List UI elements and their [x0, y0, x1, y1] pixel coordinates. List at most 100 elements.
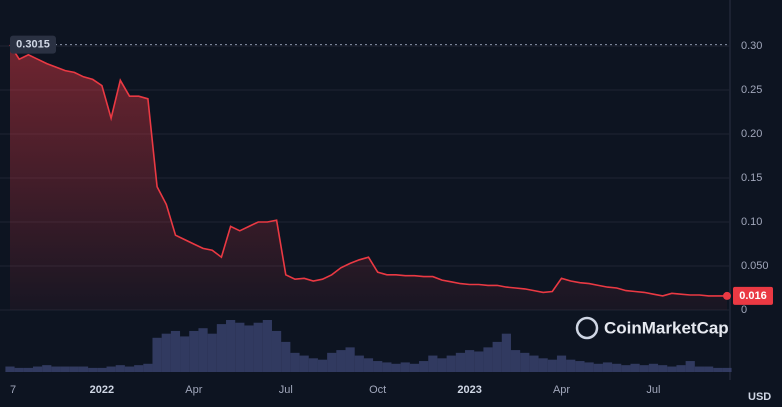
- volume-bar: [630, 363, 640, 372]
- volume-bar: [354, 355, 364, 372]
- volume-bar: [299, 355, 309, 372]
- volume-bar: [281, 341, 291, 372]
- volume-bar: [5, 366, 15, 372]
- volume-bar: [520, 352, 530, 372]
- price-label-box: [733, 286, 773, 305]
- y-tick-label: 0.20: [741, 128, 762, 140]
- volume-bar: [510, 350, 521, 372]
- volume-bar: [566, 359, 576, 372]
- volume-bar: [409, 363, 420, 372]
- y-tick-label: 0: [741, 304, 747, 316]
- x-tick-label: Apr: [553, 384, 570, 396]
- volume-bar: [51, 366, 61, 372]
- volume-bar: [547, 359, 557, 372]
- volume-bar: [465, 350, 475, 372]
- volume-bar: [115, 365, 125, 372]
- volume-bar: [317, 359, 328, 372]
- volume-bar: [713, 367, 723, 372]
- volume-bar: [639, 365, 649, 372]
- volume-bar: [722, 367, 732, 372]
- volume-bar: [602, 362, 613, 372]
- price-label: 0.016: [739, 290, 767, 302]
- volume-bar: [235, 322, 245, 372]
- volume-bar: [216, 324, 227, 372]
- volume-bar: [538, 358, 548, 372]
- volume-bar: [253, 322, 263, 372]
- volume-bar: [373, 361, 383, 372]
- y-tick-label: 0.25: [741, 84, 762, 96]
- volume-bar: [32, 366, 43, 372]
- volume-bar: [382, 362, 392, 372]
- price-line: [9, 44, 727, 297]
- volume-bar: [345, 347, 355, 372]
- x-tick-label: 2023: [457, 384, 481, 396]
- volume-bar: [207, 333, 217, 372]
- volume-bar: [198, 328, 208, 372]
- volume-bar: [676, 365, 686, 372]
- volume-bar: [648, 363, 659, 372]
- x-tick-label: 2022: [90, 384, 114, 396]
- x-tick-label: Oct: [369, 384, 386, 396]
- high-label-box: [10, 35, 56, 54]
- x-tick-label: Apr: [185, 384, 202, 396]
- volume-bar: [42, 365, 52, 372]
- volume-bar: [446, 355, 456, 372]
- volume-bar: [97, 367, 107, 372]
- volume-bar: [455, 352, 466, 372]
- volume-bar: [262, 320, 272, 372]
- volume-bar: [161, 333, 171, 372]
- y-tick-label: 0.10: [741, 216, 762, 228]
- x-tick-label: 7: [10, 384, 16, 396]
- volume-bar: [106, 366, 116, 372]
- volume-bar: [501, 333, 511, 372]
- volume-bar: [704, 366, 714, 372]
- volume-bar: [78, 366, 89, 372]
- volume-bar: [226, 320, 236, 372]
- volume-bar: [612, 363, 622, 372]
- volume-bar: [23, 367, 33, 372]
- watermark-text: CoinMarketCap: [604, 318, 729, 337]
- price-area: [10, 44, 727, 310]
- volume-bar: [189, 330, 199, 372]
- volume-bar: [244, 325, 254, 372]
- volume-bar: [391, 363, 401, 372]
- currency-label: USD: [748, 391, 771, 403]
- volume-bar: [143, 363, 153, 372]
- volume-bar: [327, 352, 337, 372]
- volume-bar: [134, 365, 144, 372]
- volume-bar: [593, 363, 603, 372]
- volume-bar: [124, 366, 135, 372]
- volume-bar: [694, 366, 705, 372]
- y-tick-label: 0.050: [741, 260, 769, 272]
- y-tick-label: 0.30: [741, 40, 762, 52]
- volume-bar: [685, 361, 695, 372]
- volume-bar: [152, 337, 162, 372]
- x-tick-label: Jul: [279, 384, 293, 396]
- watermark-logo: [575, 316, 599, 340]
- high-label: 0.3015: [16, 39, 50, 51]
- volume-bar: [60, 366, 70, 372]
- last-point: [723, 291, 731, 300]
- volume-bar: [658, 365, 668, 372]
- volume-bar: [556, 355, 567, 372]
- volume-bar: [170, 330, 181, 372]
- volume-bar: [667, 366, 677, 372]
- volume-bar: [584, 362, 594, 372]
- volume-bar: [271, 330, 282, 372]
- volume-bar: [400, 362, 410, 372]
- y-tick-label: 0.15: [741, 172, 762, 184]
- volume-bar: [180, 336, 190, 372]
- x-tick-label: Jul: [646, 384, 660, 396]
- volume-bar: [88, 367, 98, 372]
- volume-bar: [474, 351, 484, 372]
- volume-bar: [428, 355, 438, 372]
- volume-bar: [621, 365, 631, 372]
- volume-bar: [483, 347, 493, 372]
- volume-bar: [69, 366, 79, 372]
- volume-bar: [419, 361, 429, 372]
- volume-bar: [575, 361, 585, 372]
- volume-bar: [14, 367, 24, 372]
- volume-bar: [492, 341, 502, 372]
